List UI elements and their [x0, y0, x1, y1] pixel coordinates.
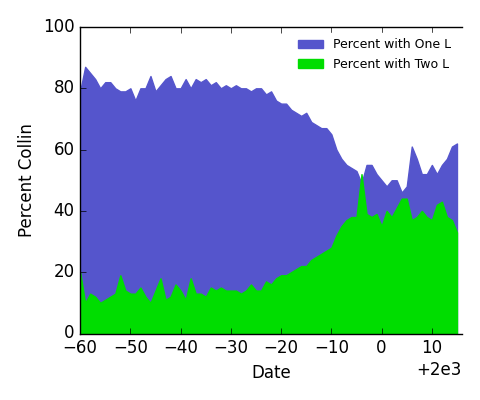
X-axis label: Date: Date — [251, 364, 291, 382]
Y-axis label: Percent Collin: Percent Collin — [18, 123, 36, 237]
Legend: Percent with One L, Percent with Two L: Percent with One L, Percent with Two L — [293, 33, 456, 76]
